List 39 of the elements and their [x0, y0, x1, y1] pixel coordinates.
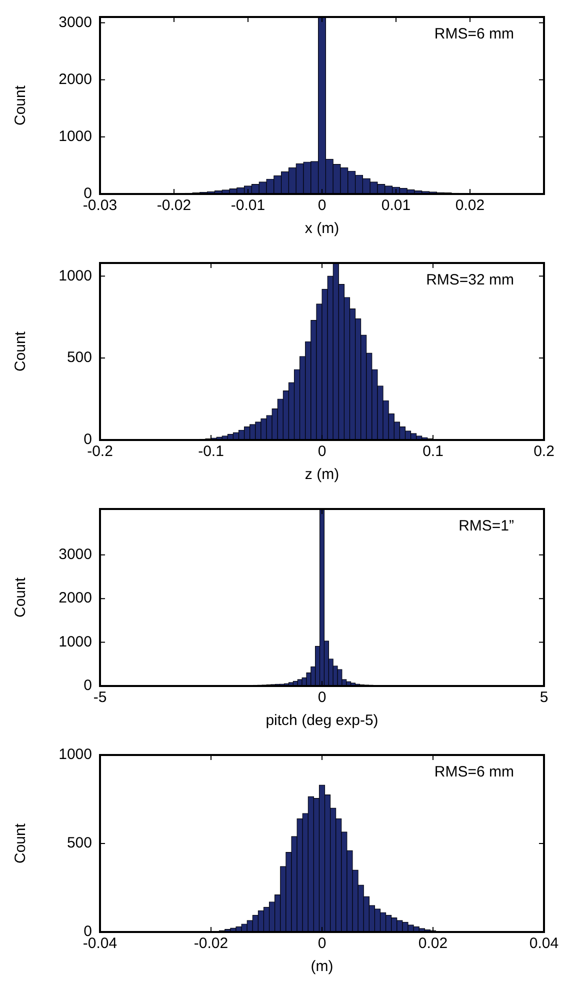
x-tick-label: 0 [318, 935, 326, 952]
x-tick-label: 0.02 [418, 935, 448, 952]
x-axis-title: pitch (deg exp-5) [266, 712, 378, 730]
annotation: RMS=6 mm [434, 26, 514, 43]
x-tick-label: -0.02 [194, 935, 228, 952]
x-tick-label: -5 [93, 689, 107, 706]
y-tick-label: 1000 [58, 267, 92, 284]
y-tick-label: 2000 [58, 70, 92, 88]
y-tick-label: 3000 [58, 546, 92, 564]
annotation: RMS=32 mm [426, 272, 514, 289]
y-tick-label: 3000 [58, 14, 92, 31]
y-tick-label: 0 [84, 677, 92, 694]
x-tick-label: 0.04 [529, 935, 559, 952]
x-tick-label: 0 [318, 689, 326, 706]
y-axis-title: Count [12, 822, 30, 864]
y-tick-label: 1000 [58, 633, 92, 650]
x-tick-label: 0.2 [534, 443, 554, 460]
y-axis-title: Count [12, 330, 30, 372]
y-tick-label: 2000 [58, 590, 92, 607]
x-tick-label: 0.02 [455, 197, 485, 214]
y-axis-title: Count [12, 84, 30, 126]
x-axis-title: x (m) [304, 220, 340, 238]
y-tick-label: 500 [66, 349, 92, 366]
x-axis-title: (m) [310, 958, 334, 976]
y-tick-label: 1000 [58, 746, 92, 764]
x-tick-label: 0.01 [381, 197, 411, 214]
annotation: RMS=6 mm [434, 764, 514, 781]
x-tick-label: -0.02 [156, 197, 192, 214]
x-tick-label: -0.01 [230, 197, 266, 214]
y-tick-label: 500 [66, 834, 92, 852]
x-tick-label: 0 [318, 443, 326, 460]
annotation: RMS=1” [458, 518, 514, 535]
y-axis-title: Count [12, 576, 30, 618]
x-tick-label: -0.1 [198, 443, 224, 460]
x-tick-label: 0.1 [422, 443, 444, 460]
x-tick-label: 0 [318, 197, 326, 214]
x-tick-label: 5 [540, 689, 548, 706]
x-axis-title: z (m) [304, 466, 340, 484]
y-tick-label: 1000 [58, 128, 92, 146]
